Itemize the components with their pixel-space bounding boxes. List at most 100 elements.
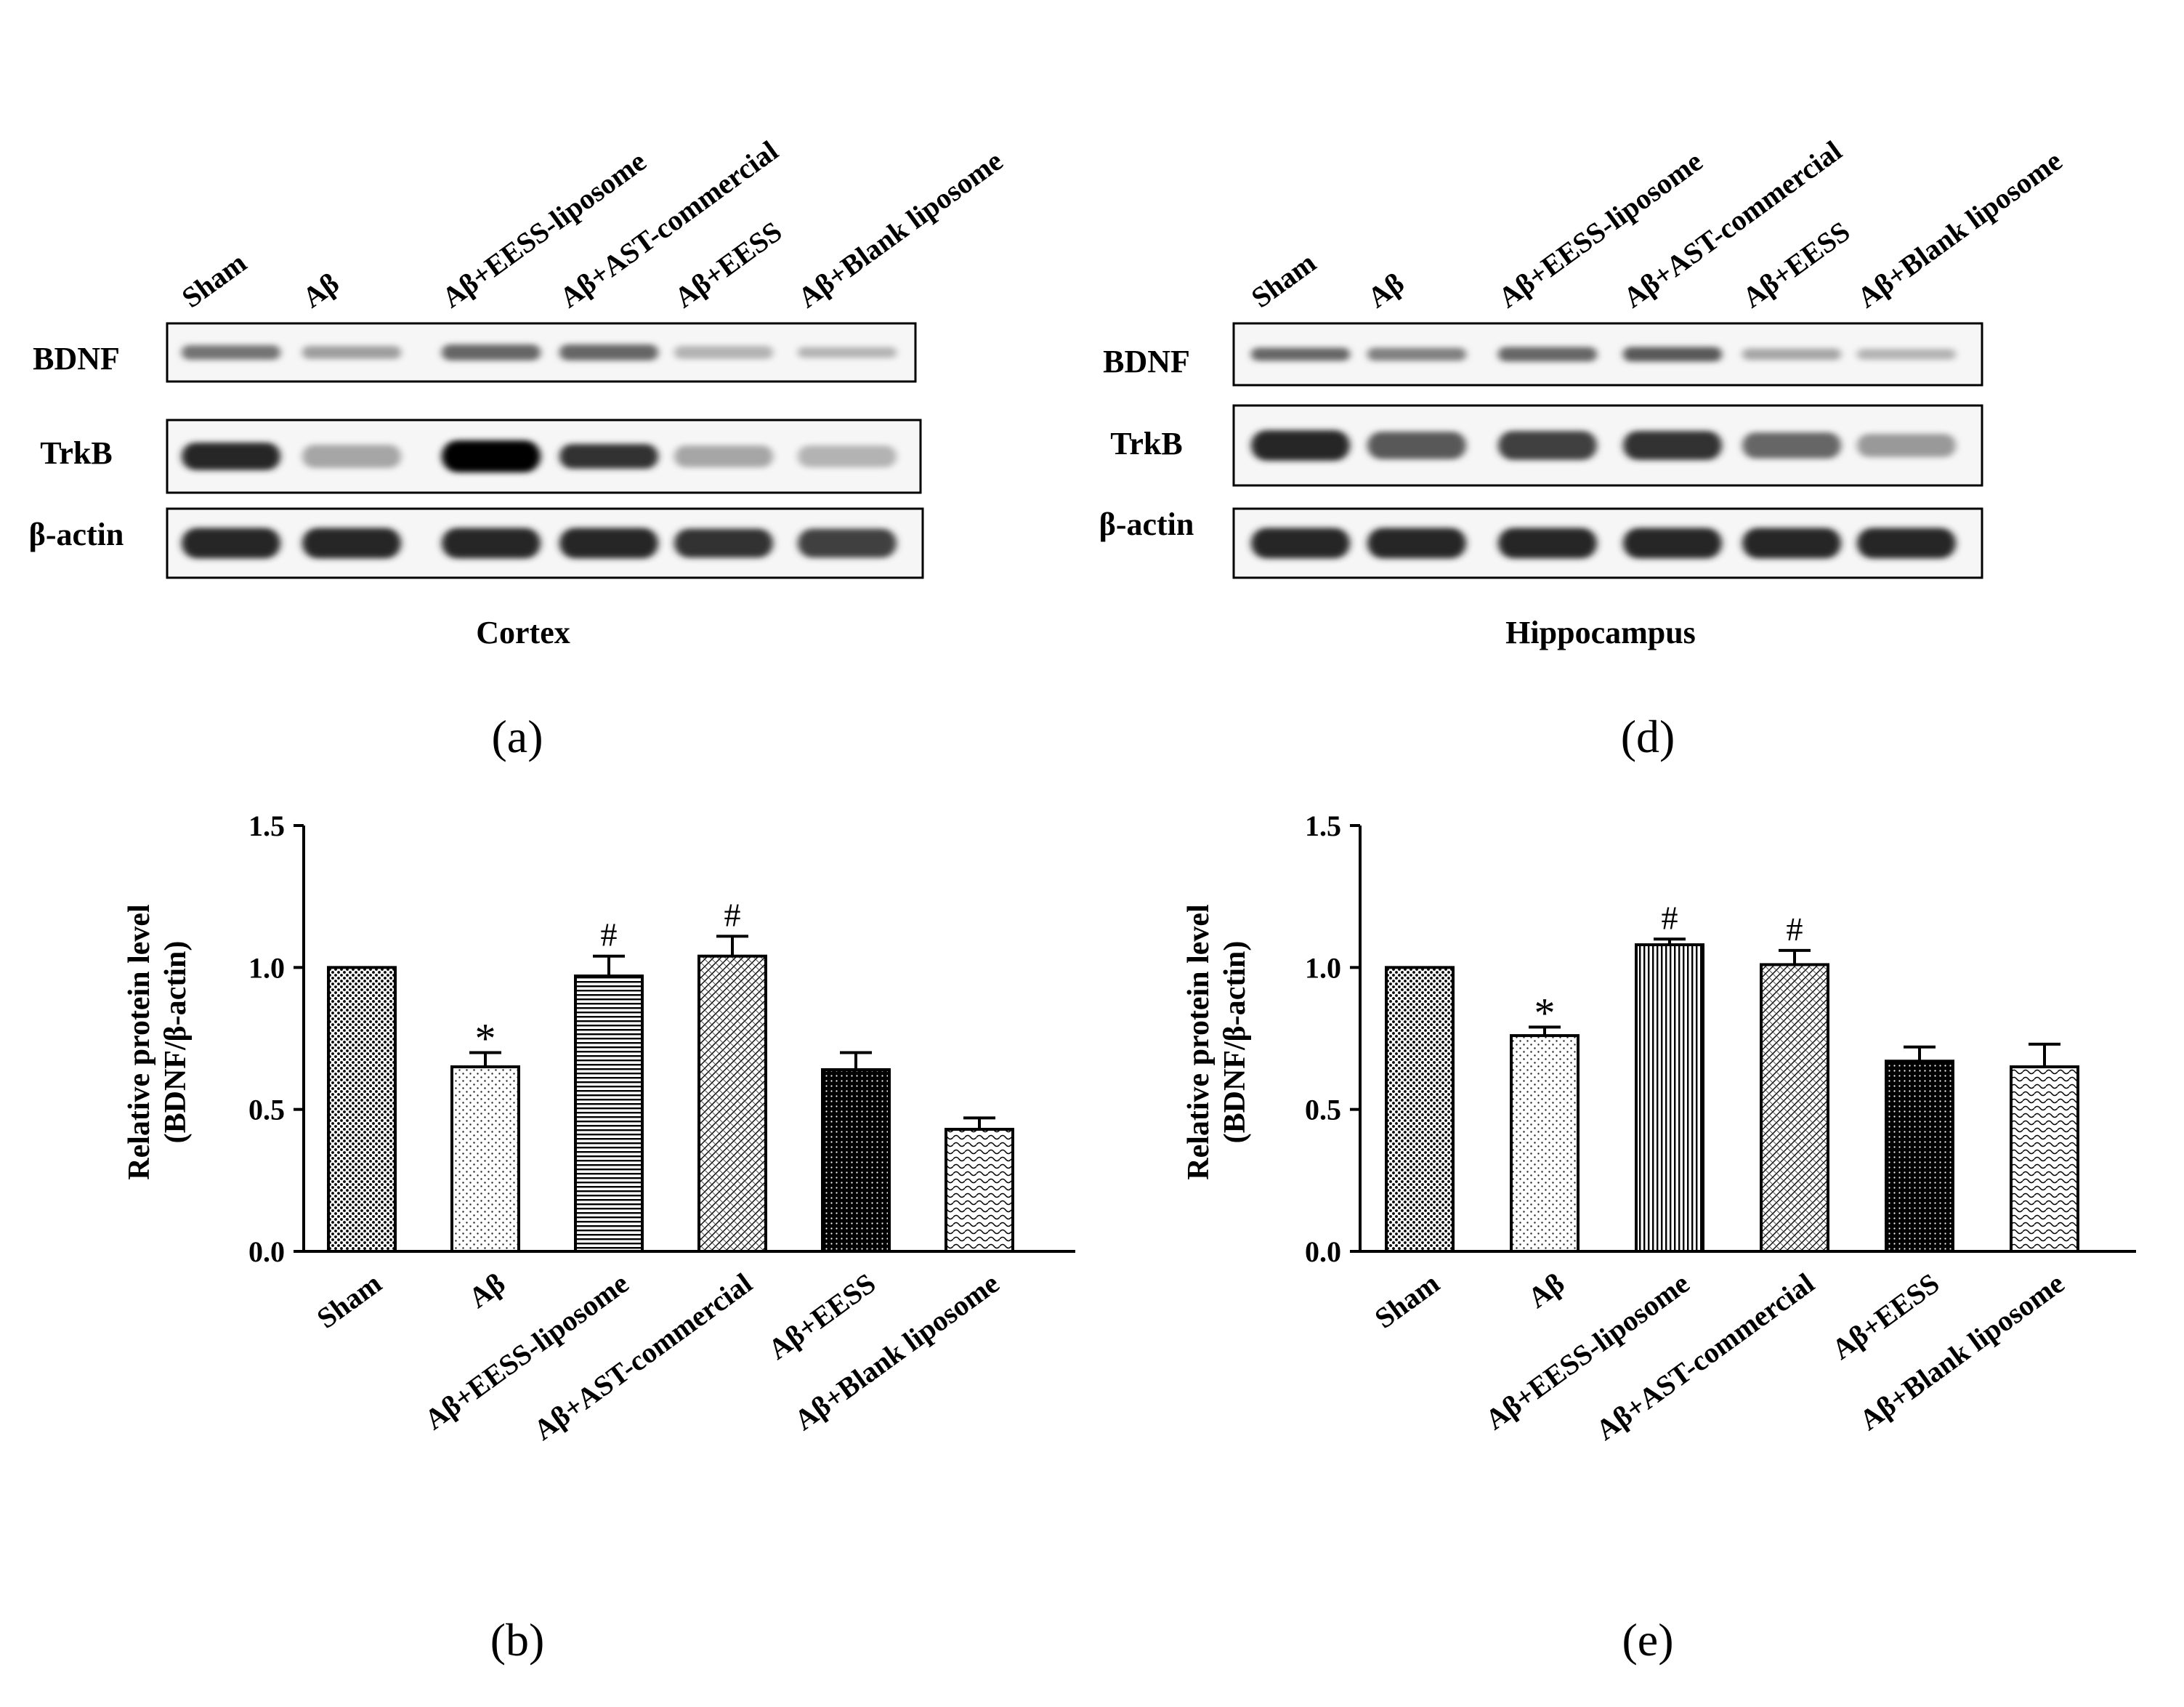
blot-band (1623, 528, 1722, 559)
blot-band (798, 445, 897, 467)
blot-band (442, 440, 541, 472)
blot-row-0 (166, 322, 917, 383)
blot-band (1251, 430, 1350, 461)
lane-label: Aβ+EESS (1736, 215, 1856, 315)
blot-row-label: β-actin (29, 517, 124, 552)
x-tick-label: Aβ+Blank liposome (1853, 1267, 2070, 1437)
x-tick-label: Aβ+EESS-liposome (1479, 1267, 1696, 1436)
blot-band (302, 528, 401, 559)
significance-marker: * (1534, 989, 1556, 1036)
y-tick-label: 1.5 (1305, 810, 1341, 842)
blot-band (302, 346, 401, 359)
blot-band (1498, 431, 1597, 460)
x-tick-label: Aβ (462, 1267, 511, 1315)
bar (1760, 963, 1829, 1253)
blot-band (559, 444, 658, 469)
x-tick-label: Aβ+Blank liposome (788, 1267, 1005, 1437)
blot-band (559, 344, 658, 360)
blot-band (1742, 528, 1841, 559)
y-axis-label: (BDNF/β-actin) (1218, 941, 1252, 1144)
lane-label: Aβ+EESS-liposome (1492, 145, 1709, 314)
bar (327, 966, 397, 1254)
x-tick-label: Aβ+EESS-liposome (418, 1267, 635, 1436)
blot-row-label: β-actin (1099, 507, 1194, 542)
y-tick-label: 0.0 (248, 1235, 285, 1268)
blot-band (1857, 349, 1956, 360)
x-tick-label: Sham (1369, 1267, 1446, 1335)
significance-marker: # (1662, 899, 1678, 936)
blot-band (674, 346, 773, 359)
blot-band (182, 345, 280, 360)
y-tick-label: 1.0 (1305, 951, 1341, 984)
panel-label-d: (d) (1621, 711, 1675, 762)
y-tick-label: 0.5 (1305, 1094, 1341, 1126)
y-axis-label: Relative protein level (123, 904, 156, 1179)
blot-band (1498, 347, 1597, 362)
x-tick-label: Aβ (1521, 1267, 1570, 1315)
significance-marker: # (601, 916, 618, 953)
blot-band (1251, 347, 1350, 361)
bar (1385, 966, 1455, 1254)
bar (2010, 1065, 2079, 1253)
significance-marker: * (475, 1015, 496, 1062)
blot-title-hippocampus: Hippocampus (1505, 615, 1696, 650)
blot-band (182, 528, 280, 559)
blot-band (798, 528, 897, 558)
blot-row-label: BDNF (1103, 344, 1190, 379)
blot-band (1623, 431, 1722, 460)
x-tick-label: Aβ+EESS (762, 1267, 881, 1366)
significance-marker: # (1787, 911, 1803, 948)
lane-label: Aβ (296, 267, 345, 315)
blot-title-cortex: Cortex (476, 615, 570, 650)
panel-label-b: (b) (490, 1614, 545, 1666)
lane-label: Aβ+EESS-liposome (436, 145, 652, 314)
blot-band (442, 528, 541, 559)
blot-row-1 (166, 419, 922, 494)
y-tick-label: 1.0 (248, 951, 285, 984)
x-tick-label: Aβ+AST-commercial (527, 1267, 758, 1447)
bar (1635, 943, 1704, 1253)
bar (945, 1128, 1014, 1253)
panel-label-e: (e) (1622, 1614, 1673, 1666)
blot-band (674, 528, 773, 558)
bar (1885, 1060, 1954, 1253)
blot-row-label: TrkB (1110, 426, 1182, 461)
y-tick-label: 0.5 (248, 1094, 285, 1126)
y-axis-label: Relative protein level (1182, 904, 1216, 1179)
blot-band (1367, 432, 1466, 459)
bar (450, 1065, 520, 1253)
blot-row-label: BDNF (33, 341, 120, 376)
x-tick-label: Aβ+AST-commercial (1590, 1267, 1820, 1447)
lane-label: Aβ+Blank liposome (792, 144, 1008, 314)
lane-label: Aβ+Blank liposome (1851, 144, 2068, 314)
blot-band (1498, 528, 1597, 559)
bar (821, 1068, 891, 1254)
panel-label-a: (a) (491, 711, 543, 762)
bar-chart-hippocampus: 0.0 0.5 1.0 1.5 Relative protein level (BDNF/… (1182, 810, 2136, 1447)
blot-band (182, 443, 280, 470)
lane-label: Aβ+AST-commercial (1617, 134, 1848, 315)
lane-label: Sham (176, 246, 253, 314)
blot-band (798, 347, 897, 358)
y-tick-label: 1.5 (248, 810, 285, 842)
blot-band (1742, 348, 1841, 360)
bar (697, 954, 767, 1253)
blot-band (1857, 434, 1956, 457)
western-blot-cortex: BDNF TrkB β-actin Sham Aβ Aβ+EESS-liposome Aβ+… (29, 134, 1008, 579)
blot-band (559, 528, 658, 559)
lane-label: Aβ (1362, 267, 1410, 315)
bar (574, 974, 644, 1253)
blot-band (442, 344, 541, 360)
blot-band (1251, 528, 1350, 559)
blot-band (302, 445, 401, 468)
blot-band (674, 445, 773, 467)
x-tick-label: Aβ+EESS (1826, 1267, 1945, 1366)
blot-band (1857, 528, 1956, 559)
blot-band (1367, 347, 1466, 361)
bar-chart-cortex: 0.0 0.5 1.0 1.5 Relative protein level (BDNF/… (123, 810, 1075, 1447)
blot-band (1623, 347, 1722, 362)
x-tick-label: Sham (311, 1267, 388, 1335)
blot-row-label: TrkB (40, 435, 112, 471)
